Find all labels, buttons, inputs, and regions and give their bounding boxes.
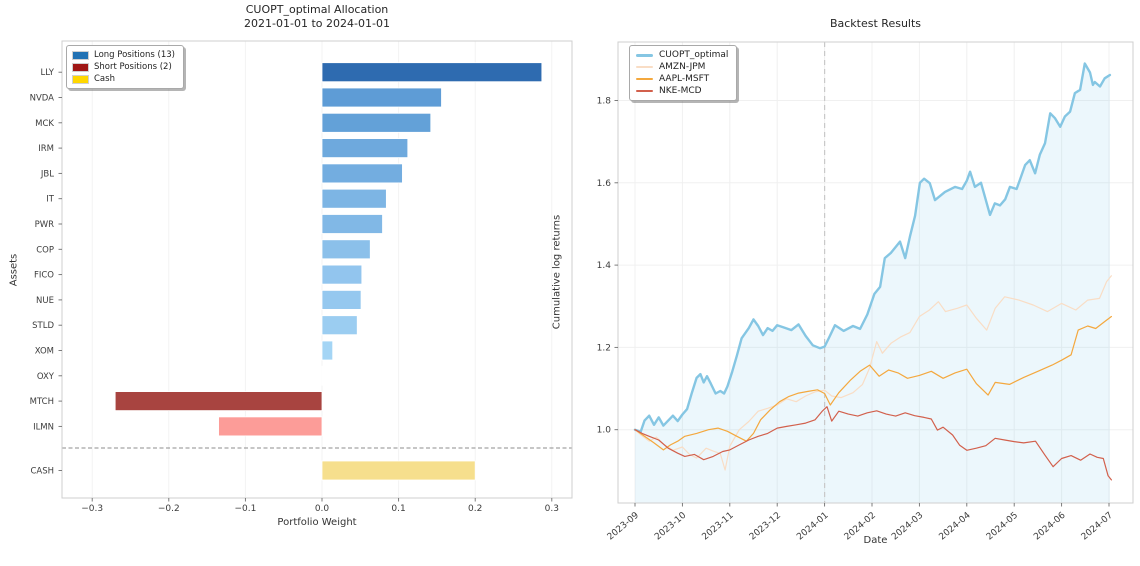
left-yaxis-label: Assets <box>8 253 20 287</box>
left-chart-legend: Long Positions (13) Short Positions (2) Ca… <box>66 45 184 89</box>
bar-CASH <box>321 460 476 481</box>
bar-OXY <box>321 365 324 386</box>
series-line-NKE-MCD <box>634 406 1113 481</box>
legend-item-cuopt-optimal: CUOPT_optimal <box>636 50 728 60</box>
legend-label: AMZN-JPM <box>659 62 706 72</box>
left-xaxis-label: Portfolio Weight <box>277 517 357 528</box>
left-chart-title-line1: CUOPT_optimal Allocation <box>245 3 389 16</box>
y-tick-label-FICO: FICO <box>34 271 54 281</box>
bar-IRM <box>321 138 409 159</box>
y-tick-label-IRM: IRM <box>38 144 54 154</box>
right-yaxis-label: Cumulative log returns <box>551 214 563 330</box>
right-chart-legend: CUOPT_optimal AMZN-JPM AAPL-MSFT NKE-MCD <box>629 45 738 101</box>
left-chart-title: CUOPT_optimal Allocation 2021-01-01 to 2… <box>62 3 572 31</box>
y-tick-label-STLD: STLD <box>32 321 54 331</box>
bar-LLY <box>321 62 543 83</box>
bar-STLD <box>321 315 358 336</box>
series-line-AMZN-JPM <box>634 275 1113 471</box>
y-tick-label: 1.0 <box>597 426 612 436</box>
bar-MCK <box>321 112 432 133</box>
y-tick-label: 1.6 <box>597 179 612 189</box>
y-tick-label-JBL: JBL <box>40 169 54 179</box>
y-tick-label: 1.2 <box>597 343 611 353</box>
bar-NUE <box>321 289 362 310</box>
x-tick-label: −0.3 <box>81 504 103 514</box>
bar-MTCH <box>114 391 323 412</box>
bar-COP <box>321 239 371 260</box>
legend-item-amzn-jpm: AMZN-JPM <box>636 62 728 72</box>
y-tick-label-XOM: XOM <box>35 347 54 357</box>
legend-line-swatch <box>636 78 653 80</box>
legend-line-swatch <box>636 66 653 68</box>
bar-PWR <box>321 214 383 234</box>
y-tick-label: 1.4 <box>597 261 612 271</box>
legend-swatch <box>72 62 89 72</box>
x-tick-label: −0.1 <box>234 504 256 514</box>
x-tick-label: 0.2 <box>468 504 482 514</box>
y-tick-label-COP: COP <box>36 245 54 255</box>
cuopt-area-fill <box>635 63 1110 503</box>
x-tick-label: 0.1 <box>391 504 405 514</box>
left-plot-border <box>61 40 573 499</box>
legend-line-swatch <box>636 90 653 92</box>
legend-item-long-positions-13-: Long Positions (13) <box>72 50 175 60</box>
legend-label: NKE-MCD <box>659 86 702 96</box>
legend-item-nke-mcd: NKE-MCD <box>636 86 728 96</box>
y-tick-label-MTCH: MTCH <box>30 397 54 407</box>
bar-FICO <box>321 264 363 285</box>
x-tick-label: 0.3 <box>545 504 559 514</box>
y-tick-label-NVDA: NVDA <box>30 94 55 104</box>
legend-item-aapl-msft: AAPL-MSFT <box>636 74 728 84</box>
bar-XOM <box>321 340 334 361</box>
legend-label: Cash <box>94 74 115 84</box>
x-tick-label: 0.0 <box>315 504 330 514</box>
y-tick-label-CASH: CASH <box>30 467 54 477</box>
legend-label: CUOPT_optimal <box>659 50 729 60</box>
y-tick-label-ILMN: ILMN <box>33 422 54 432</box>
bar-NVDA <box>321 87 442 108</box>
right-plot-border <box>617 41 1134 504</box>
bar-JBL <box>321 163 403 184</box>
legend-line-swatch <box>636 53 653 57</box>
x-tick-label: −0.2 <box>158 504 180 514</box>
y-tick-label-NUE: NUE <box>36 296 54 306</box>
series-line-CUOPT_optimal <box>633 62 1112 433</box>
legend-label: Long Positions (13) <box>94 50 175 60</box>
legend-swatch <box>72 50 89 60</box>
left-chart-title-line2: 2021-01-01 to 2024-01-01 <box>244 17 390 30</box>
y-tick-label-LLY: LLY <box>40 68 54 78</box>
right-chart-title: Backtest Results <box>829 17 922 30</box>
legend-item-cash: Cash <box>72 74 175 84</box>
series-line-AAPL-MSFT <box>634 315 1113 451</box>
legend-item-short-positions-2-: Short Positions (2) <box>72 62 175 72</box>
y-tick-label: 1.8 <box>597 97 612 107</box>
y-tick-label-IT: IT <box>46 195 55 205</box>
y-tick-label-OXY: OXY <box>37 372 55 382</box>
bar-ILMN <box>218 416 323 437</box>
y-tick-label-MCK: MCK <box>35 119 54 129</box>
bar-IT <box>321 188 387 209</box>
y-tick-label-PWR: PWR <box>35 220 55 230</box>
legend-label: AAPL-MSFT <box>659 74 710 84</box>
legend-label: Short Positions (2) <box>94 62 172 72</box>
right-xaxis-label: Date <box>863 535 888 546</box>
legend-swatch <box>72 74 89 84</box>
